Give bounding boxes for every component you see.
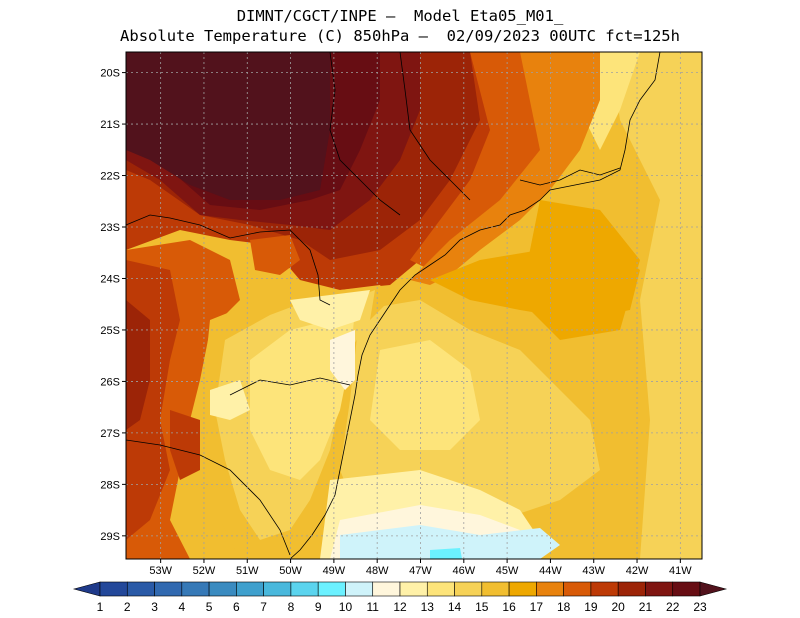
lat-tick-label: 26S <box>100 376 120 388</box>
colorbar-bin <box>426 581 455 597</box>
lon-tick-label: 45W <box>496 565 519 577</box>
colorbar-label: 7 <box>260 600 267 614</box>
lat-tick-label: 25S <box>100 325 120 337</box>
latitude-axis: 20S 21S 22S 23S 24S 25S 26S 27S 28S 29S <box>100 68 126 543</box>
colorbar-bin <box>508 581 537 597</box>
lon-tick-label: 52W <box>193 565 216 577</box>
colorbar-label: 1 <box>97 600 104 614</box>
lon-tick-label: 51W <box>236 565 259 577</box>
colorbar-label: 8 <box>288 600 295 614</box>
colorbar-label: 19 <box>584 600 598 614</box>
colorbar-bin <box>372 581 401 597</box>
colorbar-bin <box>563 581 592 597</box>
lon-tick-label: 53W <box>149 565 172 577</box>
colorbar-label: 14 <box>448 600 462 614</box>
lat-tick-label: 29S <box>100 531 120 543</box>
colorbar-bin <box>154 581 183 597</box>
title-line-1: DIMNT/CGCT/INPE – Model Eta05_M01_ <box>236 7 564 25</box>
colorbar-bin <box>617 581 646 597</box>
colorbar-label: 18 <box>557 600 571 614</box>
lon-tick-label: 48W <box>366 565 389 577</box>
temperature-field <box>126 52 702 559</box>
colorbar-bin <box>399 581 428 597</box>
colorbar-bin <box>345 581 374 597</box>
map-frame <box>125 51 703 560</box>
colorbar-label: 9 <box>315 600 322 614</box>
lat-tick-label: 22S <box>100 171 120 183</box>
colorbar-label: 21 <box>639 600 653 614</box>
lat-tick-label: 21S <box>100 119 120 131</box>
gridlines <box>126 52 702 559</box>
lon-tick-label: 41W <box>669 565 692 577</box>
lon-tick-label: 43W <box>582 565 605 577</box>
lat-tick-label: 24S <box>100 273 120 285</box>
colorbar-bin <box>236 581 264 597</box>
colorbar-low-triangle <box>72 581 101 597</box>
colorbar-label: 3 <box>151 600 158 614</box>
lon-tick-label: 50W <box>279 565 302 577</box>
colorbar-label: 17 <box>530 600 544 614</box>
colorbar-bin <box>645 581 674 597</box>
colorbar-bin <box>208 581 237 597</box>
colorbar-label: 16 <box>502 600 516 614</box>
colorbar-bin <box>672 581 701 597</box>
lat-tick-label: 27S <box>100 428 120 440</box>
colorbar-label: 15 <box>475 600 489 614</box>
colorbar-label: 2 <box>124 600 131 614</box>
colorbar-bin <box>290 581 319 597</box>
lat-tick-label: 23S <box>100 222 120 234</box>
lon-tick-label: 44W <box>539 565 562 577</box>
colorbar-label: 4 <box>178 600 185 614</box>
title-line-2: Absolute Temperature (C) 850hPa – 02/09/… <box>120 27 680 45</box>
colorbar-bin <box>263 581 292 597</box>
colorbar: 1 2 3 4 5 6 7 8 9 10 11 12 13 14 15 16 17 18 19 20 21 22 23 <box>72 581 728 614</box>
lon-tick-label: 47W <box>409 565 432 577</box>
lat-tick-label: 28S <box>100 479 120 491</box>
lon-tick-label: 49W <box>323 565 346 577</box>
colorbar-bin <box>181 581 210 597</box>
colorbar-label: 5 <box>206 600 213 614</box>
colorbar-bin <box>536 581 564 597</box>
colorbar-bin <box>481 581 510 597</box>
colorbar-label: 23 <box>693 600 707 614</box>
colorbar-bin <box>317 581 346 597</box>
colorbar-label: 11 <box>366 600 379 614</box>
lon-tick-label: 46W <box>452 565 475 577</box>
lat-tick-label: 20S <box>100 68 120 80</box>
colorbar-bin <box>99 581 128 597</box>
colorbar-bin <box>126 581 155 597</box>
lon-tick-label: 42W <box>626 565 649 577</box>
longitude-axis: 53W 52W 51W 50W 49W 48W 47W 46W 45W 44W 43W 42W 41W <box>149 559 692 577</box>
coastlines <box>126 52 661 559</box>
colorbar-label: 6 <box>233 600 240 614</box>
colorbar-label: 22 <box>666 600 680 614</box>
colorbar-bin <box>454 581 483 597</box>
colorbar-bin <box>590 581 619 597</box>
colorbar-label: 13 <box>421 600 435 614</box>
colorbar-label: 10 <box>339 600 353 614</box>
colorbar-high-triangle <box>699 581 728 597</box>
colorbar-label: 20 <box>612 600 626 614</box>
colorbar-label: 12 <box>393 600 407 614</box>
